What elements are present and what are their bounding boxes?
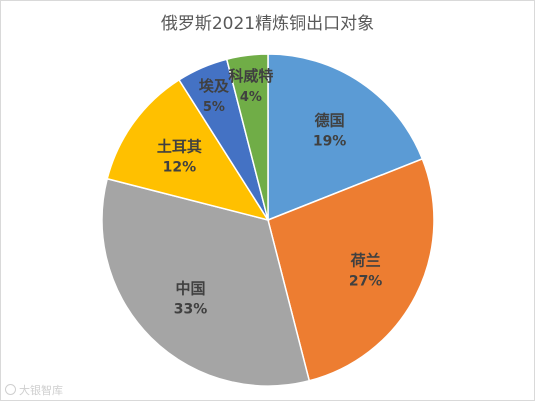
pie-slice-6 [225,53,269,221]
slice-value-label: 27% [349,274,383,290]
slice-value-label: 19% [313,133,347,149]
pie-labels: 德国 19% 荷兰 27% 中国 33% 土耳其 12% 埃及 5%科威特 4% [157,67,382,318]
weibo-icon [5,384,16,395]
slice-label: 埃及 [199,77,230,95]
slice-value-label: 5% [203,100,225,115]
watermark-text: 大银智库 [19,384,63,397]
pie-slice-2 [267,157,435,382]
slice-label: 德国 [315,111,345,129]
watermark: 大银智库 [5,382,63,398]
slice-label: 土耳其 [157,138,202,156]
pie-slice-4 [106,78,270,222]
pie-slices [101,53,435,387]
slice-value-label: 4% [240,90,262,105]
slice-value-label: 12% [163,160,197,176]
slice-label: 荷兰 [351,252,381,270]
slice-label: 中国 [175,280,205,298]
pie-slice-1 [267,53,424,222]
pie-slice-3 [101,177,311,387]
slice-value-label: 33% [174,302,208,318]
slice-label: 科威特 [228,67,273,85]
chart-title: 俄罗斯2021精炼铜出口对象 [160,14,375,34]
